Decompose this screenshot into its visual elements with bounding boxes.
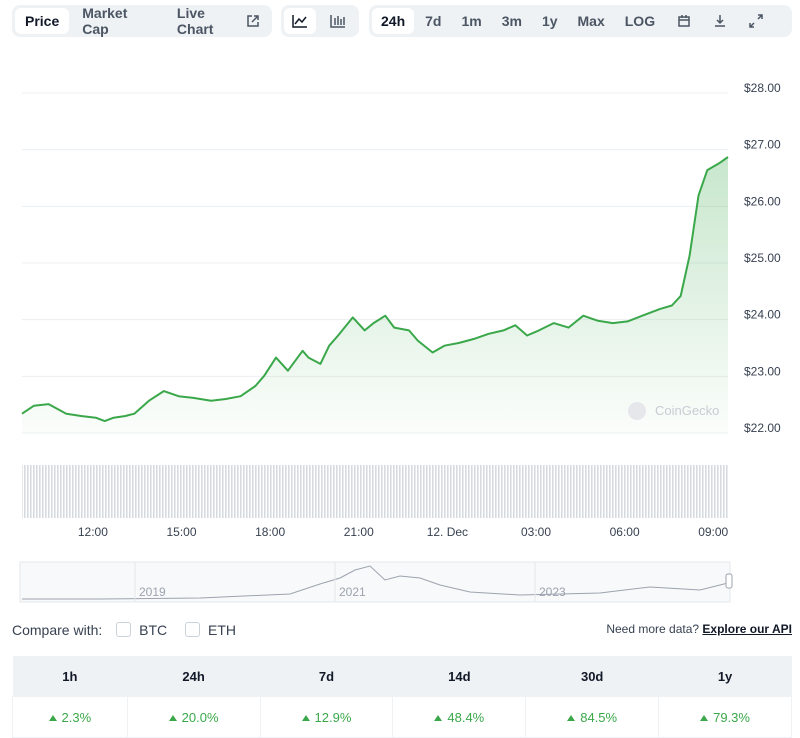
table-cell: 2.3%: [12, 696, 128, 738]
tab-group: Price Market Cap Live Chart: [12, 5, 272, 37]
table-cell: 20.0%: [126, 696, 261, 738]
table-cell: 48.4%: [392, 696, 527, 738]
icon: [715, 15, 726, 27]
table-header: 7d: [260, 656, 393, 697]
table-cell: 12.9%: [259, 696, 394, 738]
range-button[interactable]: Max: [577, 13, 605, 29]
compare-label: Compare with:: [12, 622, 103, 638]
x-tick-label: 15:00: [166, 525, 196, 539]
table-header: 1y: [658, 656, 792, 697]
range-button[interactable]: 3m: [501, 13, 522, 29]
x-tick-label: 12. Dec: [427, 525, 468, 539]
watermark: CoinGecko: [655, 403, 719, 418]
table-cell: 84.5%: [525, 696, 660, 738]
change-value: 2.3%: [61, 709, 92, 725]
x-tick-label: 21:00: [344, 525, 374, 539]
candle-icon-button[interactable]: [322, 8, 354, 34]
area: [22, 157, 728, 433]
table-header: 1h: [12, 656, 128, 697]
y-tick-label: $23.00: [744, 364, 781, 378]
note: Need more data?: [606, 622, 700, 636]
compare-option[interactable]: BTC: [116, 622, 167, 638]
navigator-label: 2023: [539, 585, 566, 599]
x-tick-label: 06:00: [610, 525, 640, 539]
up-arrow: [48, 714, 57, 721]
navigator-label: 2019: [139, 585, 166, 599]
x-tick-label: 18:00: [255, 525, 285, 539]
option-label: ETH: [208, 622, 237, 638]
watermark-logo: [628, 402, 646, 420]
change-value: 79.3%: [713, 709, 750, 725]
up-arrow: [567, 714, 576, 721]
y-tick-label: $24.00: [744, 308, 781, 322]
tab[interactable]: Live Chart: [167, 5, 269, 37]
tab[interactable]: Market Cap: [82, 5, 128, 37]
x-tick-label: 09:00: [698, 525, 728, 539]
compare-option[interactable]: ETH: [185, 622, 236, 638]
price-line: [21, 156, 729, 423]
table-cell: 79.3%: [658, 696, 792, 738]
range-button[interactable]: 7d: [425, 13, 442, 29]
range-button[interactable]: 1y: [541, 13, 558, 29]
tab-label: Live Chart: [176, 5, 214, 37]
y-tick-label: $26.00: [744, 194, 781, 208]
candle-icon: [330, 15, 345, 28]
table-header: 14d: [392, 656, 526, 697]
api-note: Need more data? Explore our API: [606, 622, 792, 636]
icon-button[interactable]: [702, 8, 738, 34]
change-value: 12.9%: [314, 709, 352, 725]
tab[interactable]: Price: [15, 8, 70, 34]
option-label: BTC: [139, 622, 168, 638]
table-header: 24h: [127, 656, 261, 697]
change-value: 84.5%: [580, 709, 618, 725]
chart: 2019 2021 2023 $22.00 $23.00 $24.00 $25.00 $…: [19, 81, 781, 603]
line-icon-button[interactable]: [284, 8, 316, 34]
icon: [749, 14, 763, 28]
y-tick-label: $27.00: [744, 138, 781, 152]
x-tick-label: 12:00: [78, 525, 108, 539]
icon-button[interactable]: [738, 8, 774, 34]
up-arrow: [168, 714, 177, 721]
change-value: 48.4%: [447, 709, 485, 725]
line-icon: [292, 15, 307, 28]
range-button[interactable]: 24h: [372, 8, 415, 34]
up-arrow: [700, 714, 709, 721]
x-tick-label: 03:00: [521, 525, 551, 539]
icon: [678, 15, 690, 27]
y-tick-label: $28.00: [744, 81, 781, 95]
navigator: [19, 561, 731, 603]
navigator-line: [22, 565, 729, 600]
range-group: 24h 7d 1m 3m 1y Max LOG: [369, 5, 792, 37]
navigator-label: 2021: [339, 585, 366, 599]
change-table: 1h 24h 7d 14d 30d 1y 2.3% 20.0% 12.9% 48.4% 84.5% 7…: [12, 656, 792, 738]
up-arrow: [434, 714, 443, 721]
change-value: 20.0%: [181, 709, 219, 725]
range-button[interactable]: 1m: [461, 13, 482, 29]
compare: Compare with: BTC ETH: [12, 622, 236, 638]
volume-bars: [22, 465, 728, 518]
y-tick-label: $25.00: [744, 251, 781, 265]
icon-button[interactable]: [666, 8, 702, 34]
external-icon: [247, 15, 259, 27]
api-link[interactable]: Explore our API: [702, 622, 792, 636]
chart-type-group: [281, 5, 359, 37]
range-button[interactable]: LOG: [624, 13, 656, 29]
navigator-handle[interactable]: [725, 573, 733, 589]
table-header: 30d: [525, 656, 659, 697]
y-tick-label: $22.00: [744, 421, 781, 435]
up-arrow: [301, 714, 310, 721]
